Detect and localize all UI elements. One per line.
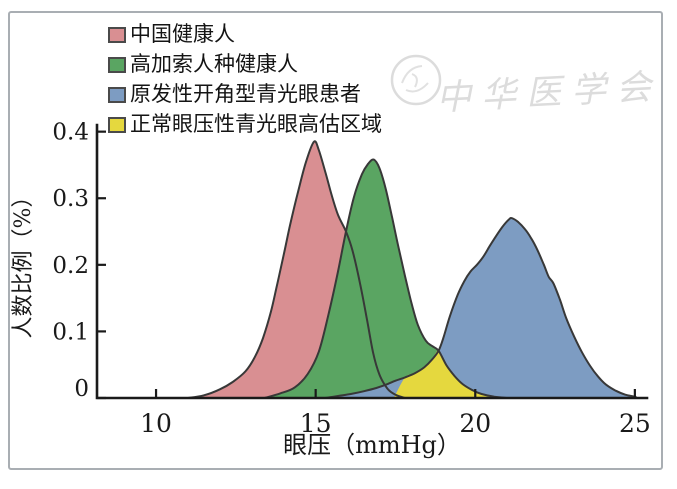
legend-label: 中国健康人 [130,23,235,46]
y-tick-label: 0.2 [52,253,89,279]
x-tick-label: 20 [459,409,491,438]
series-outline-1 [264,158,508,399]
x-axis-title: 眼压（mmHg） [283,431,461,459]
y-tick-label: 0.3 [52,186,89,212]
legend-item: 高加索人种健康人 [108,50,382,80]
legend-swatch [108,57,126,73]
legend-swatch [108,117,126,133]
series-area-1 [264,159,508,398]
x-tick-label: 10 [140,409,172,438]
watermark-seal-icon [390,54,442,106]
x-tick-label: 25 [619,409,651,438]
legend-swatch [108,27,126,43]
series-outline-0 [187,140,406,399]
y-axis-title: 人数比例（%） [11,186,36,339]
legend-label: 高加索人种健康人 [130,53,298,76]
legend-label: 正常眼压性青光眼高估区域 [130,113,382,136]
chart-legend: 中国健康人高加索人种健康人原发性开角型青光眼患者 正常眼压性青光眼高估区域 [108,20,382,140]
series-area-2 [325,218,637,398]
legend-item: 原发性开角型青光眼患者 [108,80,382,110]
legend-item: 中国健康人 [108,20,382,50]
legend-item: 正常眼压性青光眼高估区域 [108,110,382,140]
series-area-3 [393,350,500,398]
y-tick-label: 0.4 [52,120,89,146]
x-tick-label: 15 [300,409,332,438]
legend-label: 原发性开角型青光眼患者 [130,83,361,106]
y-tick-label: 0.1 [52,319,89,345]
y-tick-label: 0 [74,376,89,402]
series-outline-2 [325,217,638,399]
legend-swatch [108,87,126,103]
